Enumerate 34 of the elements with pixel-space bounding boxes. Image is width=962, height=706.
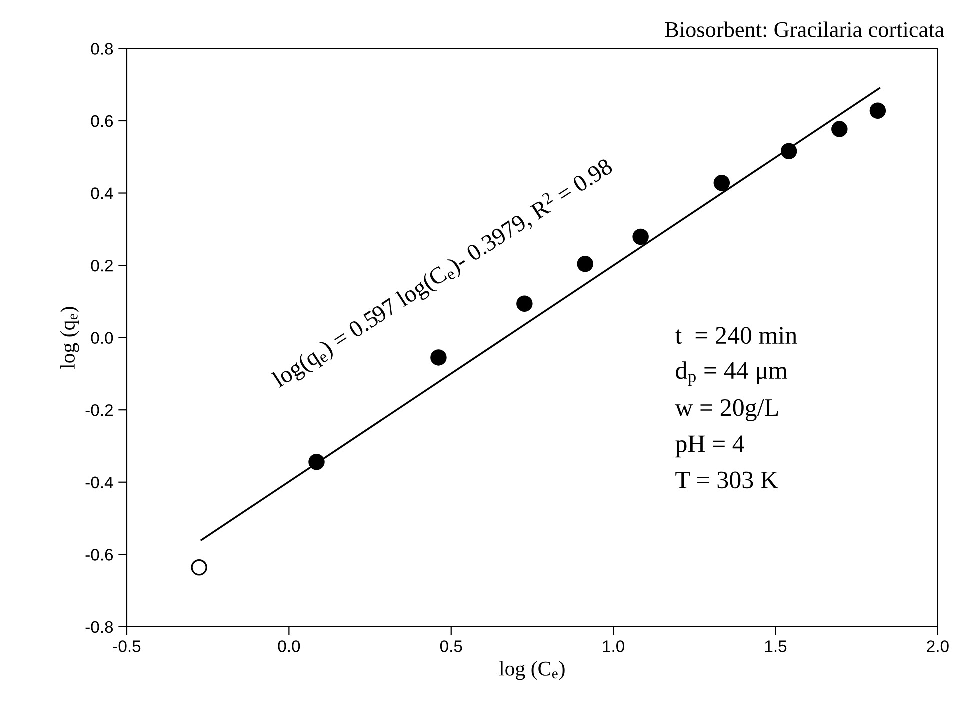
- annotation: w = 20g/L: [675, 399, 778, 422]
- y-tick-label: -0.2: [86, 404, 113, 416]
- x-tick-label: 1.5: [765, 640, 787, 652]
- annotation: log(q$_{e}$) = 0.597 log(C$_{e}$)- 0.3979, R$^{2}$ = 0.98: [270, 156, 616, 392]
- point: [870, 102, 886, 119]
- annotation: d$_{p}$ = 44 μm: [676, 362, 788, 386]
- point: [780, 143, 798, 160]
- x-tick-label: -0.5: [113, 640, 141, 652]
- chart-title: Biosorbent: Gracilaria corticata: [665, 22, 944, 38]
- point: [714, 175, 730, 192]
- point: [430, 350, 447, 366]
- y-tick-label: 0.2: [91, 260, 113, 272]
- x-tick-label: 2.0: [927, 640, 949, 652]
- y-tick-label: 0.4: [91, 188, 114, 200]
- point: [832, 121, 848, 138]
- y-tick-label: 0.8: [91, 43, 114, 55]
- x-tick-label: 0.5: [440, 640, 462, 652]
- y-tick-label: 0.6: [91, 115, 114, 128]
- point: [577, 256, 594, 272]
- x-axis-title: log (C$_{e}$): [499, 661, 565, 680]
- annotation: pH = 4: [676, 436, 744, 458]
- y-tick-label: 0.0: [91, 332, 114, 344]
- annotation: t = 240 min: [675, 327, 798, 344]
- y-tick-label: -0.4: [86, 476, 114, 489]
- point: [308, 454, 325, 470]
- point: [516, 296, 533, 312]
- point: [191, 560, 208, 576]
- annotation: T = 303 K: [676, 472, 778, 489]
- y-tick-label: -0.8: [86, 621, 114, 634]
- y-axis-title: log (q$_{e}$): [60, 307, 80, 370]
- point: [632, 228, 649, 246]
- x-tick-label: 1.0: [603, 640, 624, 652]
- x-tick-label: 0.0: [278, 640, 300, 652]
- y-tick-label: -0.6: [86, 549, 114, 561]
